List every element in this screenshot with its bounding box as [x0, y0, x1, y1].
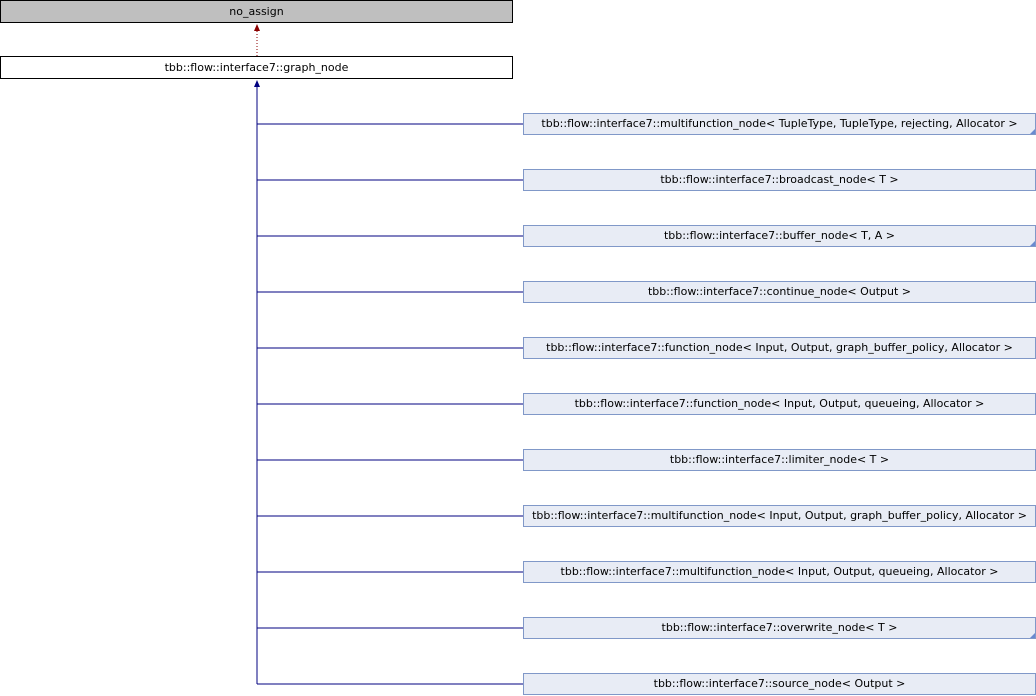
- derived-class-box[interactable]: tbb::flow::interface7::source_node< Outp…: [523, 673, 1036, 695]
- derived-class-box[interactable]: tbb::flow::interface7::broadcast_node< T…: [523, 169, 1036, 191]
- derived-class-label: tbb::flow::interface7::overwrite_node< T…: [661, 621, 898, 634]
- base-class-no-assign: no_assign: [0, 0, 513, 23]
- derived-class-box[interactable]: tbb::flow::interface7::multifunction_nod…: [523, 505, 1036, 527]
- derived-class-label: tbb::flow::interface7::multifunction_nod…: [532, 509, 1027, 522]
- arrowhead-icon: [254, 24, 260, 31]
- derived-class-box[interactable]: tbb::flow::interface7::limiter_node< T >: [523, 449, 1036, 471]
- derived-class-label: tbb::flow::interface7::broadcast_node< T…: [660, 173, 899, 186]
- derived-class-box[interactable]: tbb::flow::interface7::multifunction_nod…: [523, 113, 1036, 135]
- truncated-corner-icon: [1030, 633, 1035, 638]
- derived-class-box[interactable]: tbb::flow::interface7::buffer_node< T, A…: [523, 225, 1036, 247]
- derived-class-label: tbb::flow::interface7::source_node< Outp…: [653, 677, 906, 690]
- truncated-corner-icon: [1030, 129, 1035, 134]
- derived-class-label: tbb::flow::interface7::function_node< In…: [574, 397, 985, 410]
- derived-class-box[interactable]: tbb::flow::interface7::continue_node< Ou…: [523, 281, 1036, 303]
- derived-class-label: tbb::flow::interface7::buffer_node< T, A…: [663, 229, 896, 242]
- current-class-graph-node: tbb::flow::interface7::graph_node: [0, 56, 513, 79]
- derived-class-box[interactable]: tbb::flow::interface7::overwrite_node< T…: [523, 617, 1036, 639]
- truncated-corner-icon: [1030, 241, 1035, 246]
- derived-class-box[interactable]: tbb::flow::interface7::function_node< In…: [523, 393, 1036, 415]
- derived-class-label: tbb::flow::interface7::multifunction_nod…: [541, 117, 1018, 130]
- derived-class-box[interactable]: tbb::flow::interface7::multifunction_nod…: [523, 561, 1036, 583]
- arrowhead-icon: [254, 80, 260, 87]
- derived-class-label: tbb::flow::interface7::continue_node< Ou…: [647, 285, 912, 298]
- derived-class-label: tbb::flow::interface7::function_node< In…: [546, 341, 1013, 354]
- derived-class-label: tbb::flow::interface7::multifunction_nod…: [560, 565, 999, 578]
- derived-class-label: tbb::flow::interface7::limiter_node< T >: [669, 453, 890, 466]
- derived-class-box[interactable]: tbb::flow::interface7::function_node< In…: [523, 337, 1036, 359]
